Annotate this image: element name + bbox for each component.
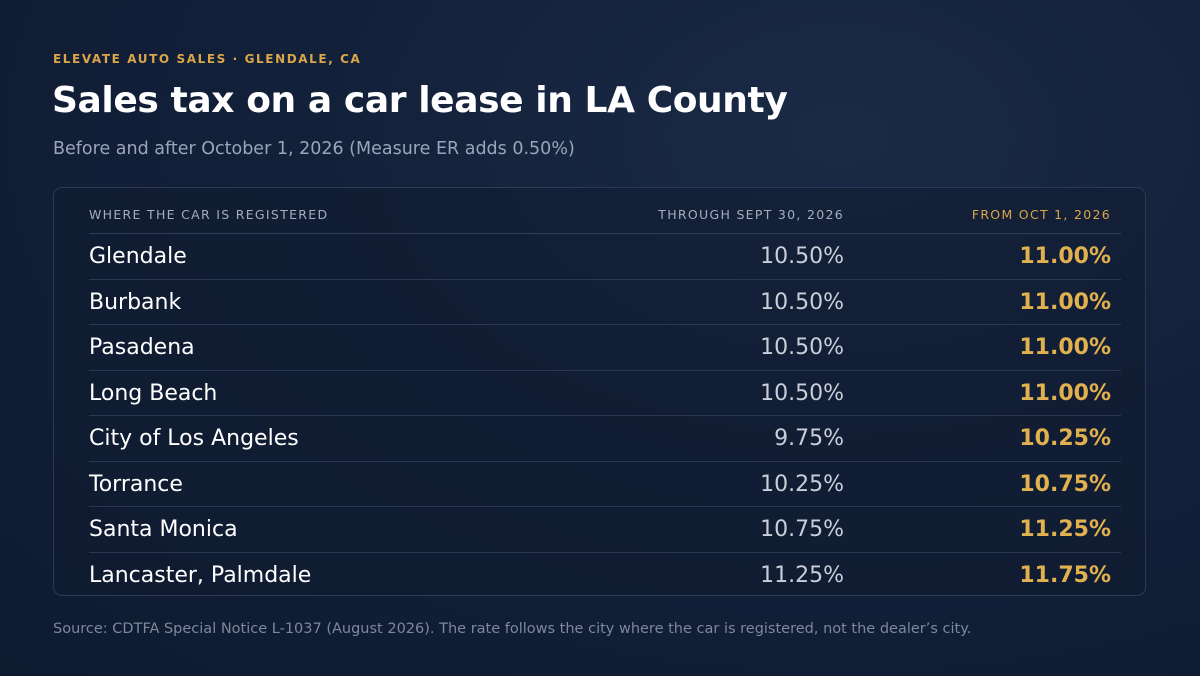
table-row: City of Los Angeles 9.75% 10.25% bbox=[89, 416, 1121, 462]
city-cell: Glendale bbox=[89, 244, 187, 269]
rate-before-cell: 11.25% bbox=[760, 562, 844, 588]
city-cell: Lancaster, Palmdale bbox=[89, 562, 312, 588]
rate-before-cell: 10.75% bbox=[760, 517, 844, 542]
table-row: Torrance 10.25% 10.75% bbox=[89, 462, 1121, 507]
city-cell: Santa Monica bbox=[89, 517, 238, 542]
column-header-after: FROM OCT 1, 2026 bbox=[971, 207, 1111, 222]
table-row: Santa Monica 10.75% 11.25% bbox=[89, 507, 1121, 553]
rate-after-cell: 10.75% bbox=[1019, 471, 1111, 497]
rate-after-cell: 11.25% bbox=[1019, 517, 1111, 542]
rates-table-card: WHERE THE CAR IS REGISTERED THROUGH SEPT… bbox=[53, 187, 1146, 596]
rate-before-cell: 10.50% bbox=[760, 289, 844, 315]
rate-after-cell: 10.25% bbox=[1019, 426, 1111, 451]
city-cell: Burbank bbox=[89, 289, 182, 315]
rate-after-cell: 11.00% bbox=[1019, 380, 1111, 406]
rate-after-cell: 11.75% bbox=[1019, 562, 1111, 588]
rate-after-cell: 11.00% bbox=[1019, 244, 1111, 269]
rates-table: WHERE THE CAR IS REGISTERED THROUGH SEPT… bbox=[89, 188, 1121, 597]
table-row: Lancaster, Palmdale 11.25% 11.75% bbox=[89, 553, 1121, 598]
table-row: Burbank 10.50% 11.00% bbox=[89, 280, 1121, 325]
table-header: WHERE THE CAR IS REGISTERED THROUGH SEPT… bbox=[89, 188, 1121, 234]
rate-before-cell: 10.50% bbox=[760, 335, 844, 360]
rate-before-cell: 9.75% bbox=[774, 426, 844, 451]
table-row: Glendale 10.50% 11.00% bbox=[89, 234, 1121, 280]
rate-after-cell: 11.00% bbox=[1019, 289, 1111, 315]
city-cell: City of Los Angeles bbox=[89, 426, 299, 451]
dealer-eyebrow: ELEVATE AUTO SALES · GLENDALE, CA bbox=[53, 52, 362, 66]
rate-before-cell: 10.50% bbox=[760, 244, 844, 269]
rate-after-cell: 11.00% bbox=[1019, 335, 1111, 360]
column-header-before: THROUGH SEPT 30, 2026 bbox=[658, 207, 844, 222]
table-body: Glendale 10.50% 11.00% Burbank 10.50% 11.00% P… bbox=[89, 234, 1121, 597]
page-subtitle: Before and after October 1, 2026 (Measur… bbox=[53, 139, 575, 159]
column-header-city: WHERE THE CAR IS REGISTERED bbox=[89, 207, 329, 222]
city-cell: Pasadena bbox=[89, 335, 195, 360]
rate-before-cell: 10.25% bbox=[760, 471, 844, 497]
source-note: Source: CDTFA Special Notice L-1037 (Aug… bbox=[53, 621, 972, 637]
table-row: Pasadena 10.50% 11.00% bbox=[89, 325, 1121, 371]
rate-before-cell: 10.50% bbox=[760, 380, 844, 406]
page-title: Sales tax on a car lease in LA County bbox=[52, 80, 788, 121]
city-cell: Long Beach bbox=[89, 380, 218, 406]
table-row: Long Beach 10.50% 11.00% bbox=[89, 371, 1121, 416]
city-cell: Torrance bbox=[89, 471, 183, 497]
